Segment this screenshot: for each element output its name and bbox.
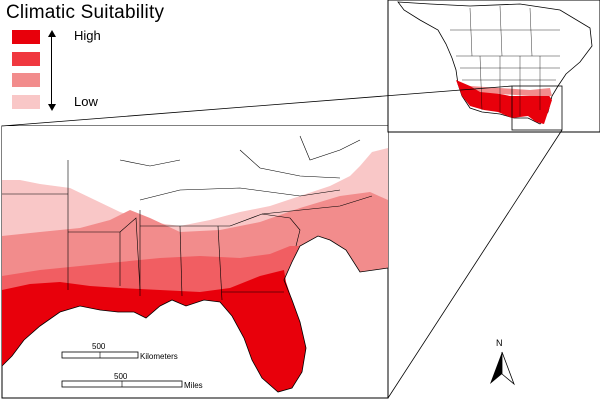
scale-bar-mi xyxy=(61,380,183,388)
legend-high-label: High xyxy=(74,28,101,43)
scale-bar-km xyxy=(61,351,139,359)
legend-swatch-mid-high xyxy=(12,52,40,66)
north-label: N xyxy=(496,338,503,348)
inset-connectors xyxy=(1,85,563,399)
legend-gradient-arrow xyxy=(51,36,52,106)
inset-map xyxy=(387,0,600,133)
legend-title: Climatic Suitability xyxy=(6,2,165,23)
inset-focus-box xyxy=(511,85,563,131)
scale-km-unit: Kilometers xyxy=(140,352,178,361)
main-map xyxy=(1,125,389,399)
legend-swatch-high xyxy=(12,30,40,44)
legend-swatch-mid-low xyxy=(12,73,40,87)
main-map-unsuitable-north xyxy=(2,126,388,226)
scale-mi-value: 500 xyxy=(114,372,128,381)
scale-km-value: 500 xyxy=(92,342,106,351)
inset-suitable-area-light xyxy=(470,86,552,96)
legend-low-label: Low xyxy=(74,94,98,109)
scale-mi-unit: Miles xyxy=(184,381,203,390)
inset-borders xyxy=(450,5,560,116)
main-map-band-mid-high xyxy=(2,246,306,392)
arrow-up-icon xyxy=(48,30,56,37)
legend-swatch-low xyxy=(12,95,40,109)
state-borders xyxy=(2,135,373,301)
north-arrow-icon xyxy=(490,351,515,386)
main-map-band-high xyxy=(2,270,306,392)
arrow-down-icon xyxy=(48,104,56,111)
main-map-coastline xyxy=(1,235,389,393)
